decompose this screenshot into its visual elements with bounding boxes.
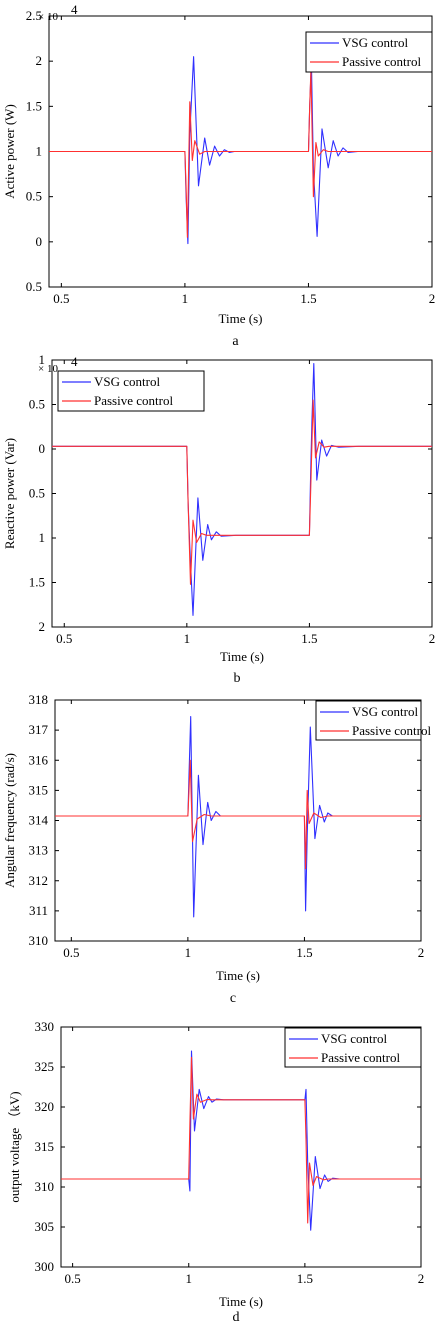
- exponent-base: × 10: [38, 11, 58, 23]
- y-tick-label: 312: [29, 873, 49, 888]
- exponent-base: × 10: [38, 363, 58, 375]
- legend-entry: VSG control: [94, 374, 160, 389]
- x-tick-label: 1.5: [301, 631, 317, 646]
- legend-entry: VSG control: [321, 1031, 387, 1046]
- chart-d: 0.5 1 1.5 2 330 325 320 315 310 305 300 VSG control…: [7, 1019, 424, 1325]
- x-tick-label: 1: [184, 631, 191, 646]
- x-tick-label: 2: [429, 631, 436, 646]
- y-tick-label: 1.5: [29, 575, 45, 590]
- legend-entry: Passive control: [321, 1050, 400, 1065]
- x-tick-label: 0.5: [56, 631, 72, 646]
- exponent-power: 4: [71, 2, 78, 17]
- y-tick-label: 325: [35, 1059, 55, 1074]
- legend: VSG control Passive control: [57, 370, 205, 412]
- y-tick-label: 315: [35, 1139, 55, 1154]
- chart-b: 0.5 1 1.5 2 1 0.5 0 0.5 1 1.5 2 VSG control Passive …: [2, 352, 435, 686]
- series-line-passive: [55, 759, 421, 870]
- chart-a: 0.5 1 1.5 2 2.5 2 1.5 1 0.5 0 0.5 VSG control Passiv…: [2, 2, 435, 349]
- y-tick-label: 315: [29, 782, 49, 797]
- x-axis-label: Time (s): [220, 649, 264, 664]
- y-tick-label: 1: [36, 144, 43, 159]
- y-tick-label: 0.5: [26, 279, 42, 294]
- y-tick-label: 316: [29, 752, 49, 767]
- y-tick-label: 311: [29, 903, 48, 918]
- x-axis-label: Time (s): [219, 1294, 263, 1309]
- figure-caption: c: [230, 991, 236, 1006]
- y-tick-label: 1.5: [26, 98, 42, 113]
- x-tick-label: 2: [429, 291, 436, 306]
- y-exponent: × 10 4: [38, 354, 78, 375]
- y-tick-label: 0.5: [29, 486, 45, 501]
- legend-entry: VSG control: [342, 35, 408, 50]
- y-tick-label: 1: [39, 530, 46, 545]
- figure-caption: b: [234, 671, 241, 686]
- y-tick-label: 2: [36, 53, 43, 68]
- legend: VSG control Passive control: [284, 1027, 422, 1068]
- legend-entry: Passive control: [352, 723, 431, 738]
- legend-box: [315, 700, 422, 741]
- legend-box: [284, 1027, 422, 1068]
- y-tick-label: 300: [35, 1259, 55, 1274]
- series-line-passive: [49, 69, 432, 238]
- exponent-power: 4: [71, 354, 78, 369]
- legend: VSG control Passive control: [315, 700, 431, 741]
- legend: VSG control Passive control: [305, 31, 433, 73]
- figure-caption: a: [232, 334, 239, 349]
- series-line-passive: [61, 1056, 421, 1224]
- y-exponent: × 10 4: [38, 2, 78, 23]
- x-tick-label: 0.5: [63, 945, 79, 960]
- y-tick-label: 320: [35, 1099, 55, 1114]
- figure-caption: d: [233, 1310, 240, 1325]
- x-tick-label: 1.5: [296, 945, 312, 960]
- chart-c: 0.5 1 1.5 2 318 317 316 315 314 313 312 311 310 VSG c…: [2, 692, 431, 1006]
- x-tick-label: 2: [418, 945, 425, 960]
- x-tick-label: 1: [185, 1271, 192, 1286]
- legend-entry: Passive control: [94, 393, 173, 408]
- y-axis-label: output voltage （kV): [7, 1091, 22, 1202]
- y-tick-label: 0.5: [29, 397, 45, 412]
- y-tick-label: 2: [39, 619, 46, 634]
- legend-box: [57, 370, 205, 412]
- x-tick-label: 2: [418, 1271, 425, 1286]
- x-tick-label: 0.5: [53, 291, 69, 306]
- y-tick-label: 2.5: [26, 8, 42, 23]
- y-tick-label: 0.5: [26, 189, 42, 204]
- y-axis-label: Active power (W): [2, 104, 17, 199]
- legend-box: [305, 31, 433, 73]
- legend-entry: Passive control: [342, 54, 421, 69]
- x-axis-label: Time (s): [219, 311, 263, 326]
- x-tick-label: 1.5: [300, 291, 316, 306]
- x-tick-label: 1: [182, 291, 189, 306]
- series-line-passive: [52, 399, 432, 585]
- y-axis-label: Reactive power (Var): [2, 438, 17, 549]
- y-tick-label: 313: [29, 843, 49, 858]
- y-tick-label: 310: [35, 1179, 55, 1194]
- x-tick-label: 0.5: [64, 1271, 80, 1286]
- legend-entry: VSG control: [352, 704, 418, 719]
- y-tick-label: 318: [29, 692, 49, 707]
- x-tick-label: 1: [185, 945, 192, 960]
- y-tick-label: 314: [29, 813, 49, 828]
- y-tick-label: 310: [29, 933, 49, 948]
- y-tick-label: 1: [39, 352, 46, 367]
- y-tick-label: 330: [35, 1019, 55, 1034]
- y-tick-label: 0: [36, 234, 43, 249]
- y-tick-label: 305: [35, 1219, 55, 1234]
- x-axis-label: Time (s): [216, 968, 260, 983]
- y-tick-label: 0: [39, 441, 46, 456]
- y-axis-label: Angular frequency (rad/s): [2, 753, 17, 888]
- x-tick-label: 1.5: [297, 1271, 313, 1286]
- y-tick-label: 317: [29, 722, 49, 737]
